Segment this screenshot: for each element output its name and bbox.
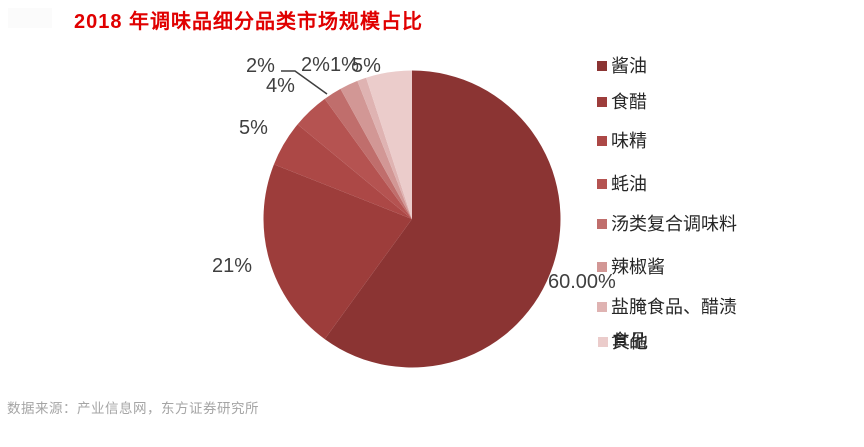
legend-label: 辣椒酱 bbox=[611, 257, 665, 277]
pie-slices bbox=[263, 70, 561, 368]
chart-title: 2018 年调味品细分品类市场规模占比 bbox=[74, 11, 424, 33]
legend-item-oyster-sauce: 蚝油 bbox=[597, 173, 647, 195]
pie-slice-汤类复合调味料 bbox=[324, 88, 412, 219]
slice-label-salted-foods: 1% bbox=[330, 54, 359, 76]
legend-label: 汤类复合调味料 bbox=[611, 214, 737, 234]
legend-label: 味精 bbox=[611, 131, 647, 151]
slice-label-msg: 5% bbox=[239, 117, 268, 139]
legend-label-line2: 食品 bbox=[611, 331, 647, 351]
slice-label-others: 5% bbox=[352, 55, 381, 77]
legend-swatch bbox=[597, 61, 607, 71]
legend-item-salted-foods: 盐腌食品、醋渍 食品 bbox=[597, 290, 737, 358]
faded-watermark bbox=[8, 8, 52, 28]
pie-slice-酱油 bbox=[324, 70, 561, 368]
legend-swatch bbox=[598, 337, 608, 347]
legend-swatch bbox=[597, 136, 607, 146]
pie-slice-食醋 bbox=[263, 164, 412, 340]
pie-slice-味精 bbox=[273, 124, 412, 219]
data-source-note: 数据来源：产业信息网，东方证券研究所 bbox=[7, 401, 259, 416]
slice-label-oyster-sauce: 4% bbox=[266, 75, 295, 97]
legend-item-soup-seasoning: 汤类复合调味料 bbox=[597, 213, 737, 235]
legend-label: 其他 bbox=[612, 332, 648, 352]
legend-label: 食醋 bbox=[611, 92, 647, 112]
pie-slice-辣椒酱 bbox=[340, 80, 412, 219]
legend-label: 盐腌食品、醋渍 食品 bbox=[611, 290, 737, 358]
legend-swatch bbox=[597, 219, 607, 229]
pie-slice-其他 bbox=[366, 70, 412, 219]
legend-item-soy-sauce: 酱油 bbox=[597, 55, 647, 77]
slice-label-chili-sauce: 2% bbox=[301, 54, 330, 76]
legend-swatch bbox=[597, 97, 607, 107]
leader-line bbox=[281, 70, 328, 95]
pie-slice-盐腌食品、醋渍食品 bbox=[357, 77, 412, 220]
slice-label-vinegar: 21% bbox=[212, 255, 253, 277]
slice-label-soy-sauce: 60.00% bbox=[548, 271, 616, 293]
legend-item-chili-sauce: 辣椒酱 bbox=[597, 256, 665, 278]
pie-slice-蚝油 bbox=[297, 98, 412, 219]
legend-swatch bbox=[597, 179, 607, 189]
legend-item-others: 其他 bbox=[598, 331, 648, 353]
legend-label-line1: 盐腌食品、醋渍 bbox=[611, 297, 737, 317]
legend-swatch bbox=[597, 302, 607, 312]
legend-item-vinegar: 食醋 bbox=[597, 91, 647, 113]
slice-label-soup-seasoning: 2% bbox=[246, 55, 275, 77]
legend-swatch bbox=[597, 262, 607, 272]
legend-label: 蚝油 bbox=[611, 174, 647, 194]
legend-item-msg: 味精 bbox=[597, 130, 647, 152]
legend-label: 酱油 bbox=[611, 56, 647, 76]
